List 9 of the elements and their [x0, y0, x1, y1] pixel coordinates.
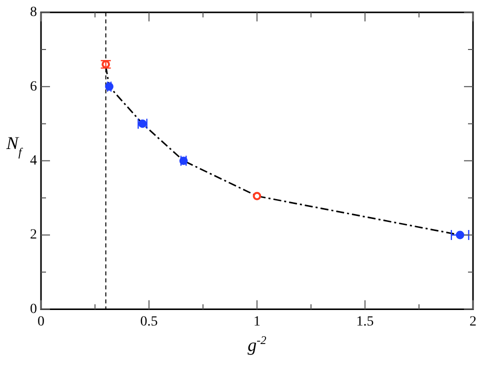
- x-tick-label: 1.5: [356, 314, 374, 330]
- y-tick-label: 6: [30, 79, 37, 94]
- y-tick-label: 2: [30, 228, 37, 243]
- x-tick-label: 0.5: [140, 314, 158, 330]
- y-tick-label: 8: [30, 5, 37, 20]
- x-tick-label: 1: [254, 314, 260, 330]
- x-tick-label: 2: [470, 314, 476, 330]
- y-tick-label: 4: [30, 153, 37, 168]
- y-tick-label: 0: [30, 302, 37, 317]
